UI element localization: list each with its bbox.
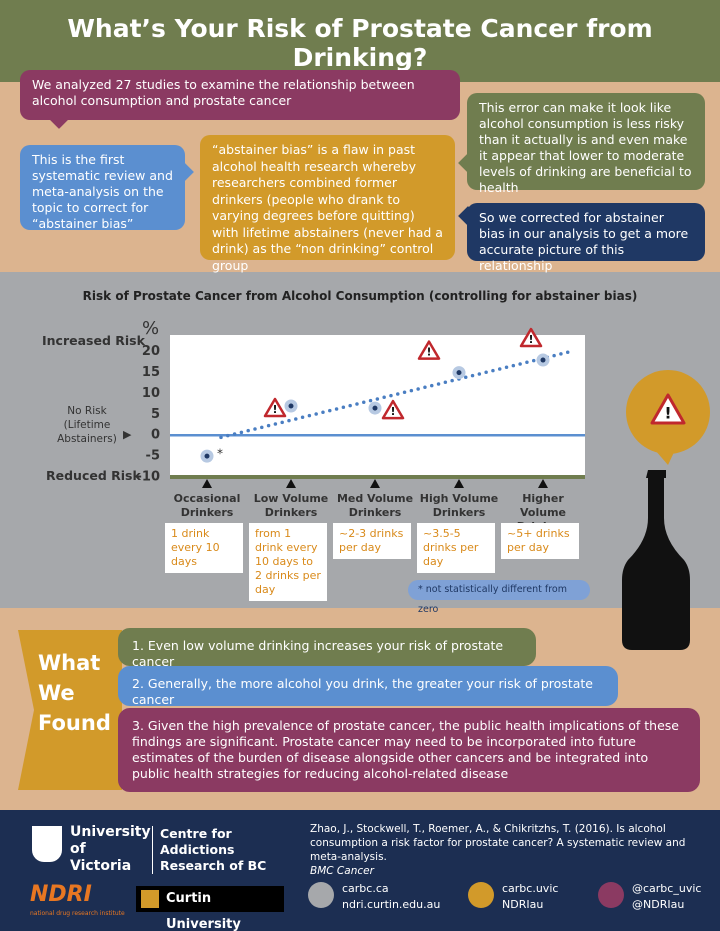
centre: Centre for Addictions Research of BC: [152, 826, 292, 874]
upper-label: Increased Risk: [42, 333, 145, 348]
citation: Zhao, J., Stockwell, T., Roemer, A., & C…: [310, 822, 705, 878]
warning-triangle: [519, 327, 543, 348]
chart-title: Risk of Prostate Cancer from Alcohol Con…: [82, 289, 638, 303]
category-description: from 1 drink every 10 days to 2 drinks p…: [249, 523, 327, 601]
link[interactable]: ndri.curtin.edu.au: [342, 898, 441, 911]
category-label: High Volume Drinkers: [419, 492, 499, 519]
y-tick-label: 5: [151, 407, 160, 422]
finding: 2. Generally, the more alcohol you drink…: [118, 666, 618, 707]
intro-text: “abstainer bias” is a flaw in past alcoh…: [212, 142, 443, 273]
intro-bubble: This error can make it look like alcohol…: [458, 93, 705, 195]
intro-text: So we corrected for abstainer bias in ou…: [479, 210, 689, 273]
header-band: [0, 0, 720, 82]
data-point: [368, 401, 382, 415]
warning-mark: !: [390, 405, 395, 418]
warning-mark: !: [426, 346, 431, 359]
warning-icons: !!!!: [263, 327, 543, 420]
ndri-sub: national drug research institute: [30, 910, 125, 917]
intro-bubble: We analyzed 27 studies to examine the re…: [20, 70, 460, 129]
category-description: ~3.5-5 drinks per day: [417, 523, 495, 573]
intro-bubble: So we corrected for abstainer bias in ou…: [458, 203, 705, 273]
category-description: ~2-3 drinks per day: [333, 523, 411, 559]
findings-heading: What We Found: [38, 651, 111, 735]
footnote-marker: *: [217, 447, 223, 461]
warning-triangle: [381, 399, 405, 420]
data-point: [536, 353, 550, 367]
bottle: !: [622, 370, 710, 650]
y-tick-label: 10: [142, 386, 160, 401]
twitter-icon: [598, 882, 624, 908]
facebook-icon: [468, 882, 494, 908]
warning-mark: !: [528, 333, 533, 346]
svg-text:!: !: [664, 404, 671, 423]
university: University of Victoria: [70, 824, 151, 874]
citation-text: Zhao, J., Stockwell, T., Roemer, A., & C…: [310, 823, 686, 863]
category-marker: [202, 479, 212, 488]
footnote: * not statistically different from zero: [408, 580, 590, 615]
y-tick-label: 15: [142, 365, 160, 380]
data-point: [452, 366, 466, 380]
intro-text: This is the first systematic review and …: [32, 152, 173, 231]
intro-bubble: This is the first systematic review and …: [20, 145, 194, 231]
intro-text: This error can make it look like alcohol…: [479, 100, 692, 195]
category-label: Low Volume Drinkers: [253, 492, 329, 519]
lower-label: Reduced Risk: [46, 468, 141, 483]
warning-icon: !: [519, 327, 543, 348]
category-label: Med Volume Drinkers: [336, 492, 414, 519]
category-marker: [454, 479, 464, 488]
category-marker: [370, 479, 380, 488]
intro-bubble: “abstainer bias” is a flaw in past alcoh…: [200, 135, 455, 273]
warning-icon: !: [263, 397, 287, 418]
plot: -10 -5 0 5 10 15 20 *: [137, 344, 585, 488]
findings-arrow: [18, 630, 122, 790]
journal: BMC Cancer: [310, 865, 374, 877]
link[interactable]: @carbc_uvic: [632, 882, 702, 895]
category-description: 1 drink every 10 days: [165, 523, 243, 573]
web-icon: [308, 882, 334, 908]
trend-line: [219, 349, 572, 440]
warning-icon: !: [417, 340, 441, 360]
category-marker: [538, 479, 548, 488]
zero-label: No Risk (Lifetime Abstainers): [57, 405, 117, 445]
footer-band: [0, 810, 720, 931]
footnote-marker: *: [418, 584, 423, 595]
data-point: [284, 399, 298, 413]
page-title: What’s Your Risk of Prostate Cancer from…: [67, 14, 653, 72]
warning-mark: !: [272, 403, 277, 416]
warning-icon: !: [381, 399, 405, 420]
footnote-text: not statistically different from zero: [418, 584, 567, 615]
finding: 1. Even low volume drinking increases yo…: [118, 628, 536, 669]
ndri-logo: NDRI: [30, 882, 92, 907]
category-description: ~5+ drinks per day: [501, 523, 579, 559]
curtin-mark: [141, 890, 159, 908]
link[interactable]: carbc.ca: [342, 882, 389, 895]
intro-text: We analyzed 27 studies to examine the re…: [32, 77, 415, 108]
uvic-crest: [32, 826, 62, 862]
y-tick-label: 20: [142, 344, 160, 359]
link[interactable]: @NDRIau: [632, 898, 685, 911]
category-label: Occasional Drinkers: [173, 492, 241, 519]
y-tick-label: -5: [146, 449, 160, 464]
curtin-logo: Curtin University: [136, 886, 284, 931]
link[interactable]: NDRIau: [502, 898, 544, 911]
zero-arrow: ▶: [123, 428, 132, 441]
warning-triangle: [417, 340, 441, 360]
finding: 3. Given the high prevalence of prostate…: [118, 708, 700, 792]
data-point: [200, 449, 214, 463]
category-marker: [286, 479, 296, 488]
y-tick-label: -10: [137, 470, 161, 485]
unit-label: %: [142, 318, 160, 339]
y-tick-label: 0: [151, 428, 160, 443]
link[interactable]: carbc.uvic: [502, 882, 559, 895]
warning-triangle: [263, 397, 287, 418]
